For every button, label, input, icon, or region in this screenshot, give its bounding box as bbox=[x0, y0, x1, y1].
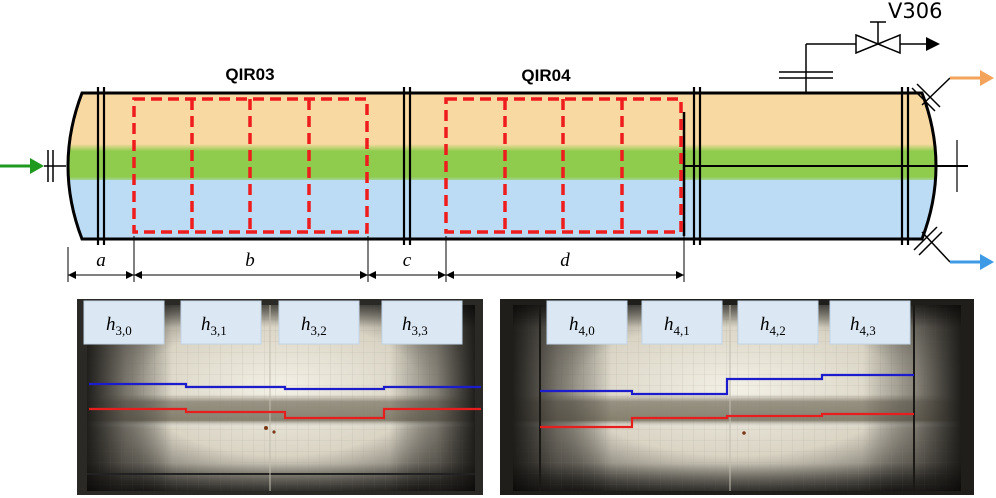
camera-photo-qir03: h3,0 h3,1 h3,2 h3,3 bbox=[77, 299, 483, 495]
svg-text:h3,2: h3,2 bbox=[301, 314, 327, 338]
oil-outlet bbox=[911, 70, 994, 112]
gas-outlet bbox=[779, 43, 856, 93]
camera-photo-qir04: h4,0 h4,1 h4,2 h4,3 bbox=[500, 299, 974, 495]
dimension-b bbox=[134, 271, 368, 279]
inlet-nozzle bbox=[0, 150, 66, 182]
water-layer bbox=[68, 180, 936, 239]
vessel-outline bbox=[66, 91, 938, 241]
photo-label-h30: h3,0 bbox=[83, 300, 165, 345]
photo-label-h40: h4,0 bbox=[546, 300, 628, 345]
dimension-a bbox=[68, 271, 134, 279]
svg-text:h4,1: h4,1 bbox=[664, 314, 690, 338]
camera-frames-qir03 bbox=[132, 97, 369, 234]
water-outlet bbox=[913, 226, 994, 270]
interface-line-lower-qir04 bbox=[540, 412, 914, 429]
photo-label-h32: h3,2 bbox=[278, 300, 360, 345]
dimension-label-d: d bbox=[560, 250, 570, 271]
separator-vessel bbox=[66, 87, 968, 245]
svg-text:h3,3: h3,3 bbox=[402, 314, 428, 338]
interface-line-upper-qir03 bbox=[89, 382, 481, 391]
photo-label-h33: h3,3 bbox=[381, 300, 463, 345]
photo-label-h41: h4,1 bbox=[641, 300, 723, 345]
svg-text:h4,0: h4,0 bbox=[569, 314, 595, 338]
flange-2 bbox=[402, 87, 412, 245]
section-label-qir04: QIR04 bbox=[521, 66, 571, 85]
dimension-d bbox=[446, 271, 684, 279]
photo-label-h31: h3,1 bbox=[180, 300, 262, 345]
dimension-c bbox=[368, 271, 446, 279]
dimension-label-c: c bbox=[403, 250, 412, 271]
svg-text:h3,1: h3,1 bbox=[201, 314, 227, 338]
flange-1 bbox=[96, 87, 106, 245]
valve-label-v306: V306 bbox=[888, 0, 942, 23]
emulsion-layer bbox=[68, 144, 936, 184]
valve-v306 bbox=[855, 21, 940, 55]
interface-line-upper-qir04 bbox=[540, 373, 914, 396]
photo-label-h42: h4,2 bbox=[737, 300, 819, 345]
camera-frames-qir04 bbox=[444, 97, 683, 234]
interface-line-lower-qir03 bbox=[89, 407, 481, 420]
dimension-lines bbox=[67, 236, 685, 282]
dimension-label-a: a bbox=[96, 250, 106, 271]
svg-text:h3,0: h3,0 bbox=[106, 314, 132, 338]
dimension-label-b: b bbox=[245, 250, 255, 271]
svg-text:h4,2: h4,2 bbox=[760, 314, 786, 338]
svg-text:h4,3: h4,3 bbox=[850, 314, 876, 338]
photo-label-h43: h4,3 bbox=[829, 300, 911, 345]
oil-layer bbox=[68, 93, 936, 148]
section-label-qir03: QIR03 bbox=[225, 65, 274, 84]
